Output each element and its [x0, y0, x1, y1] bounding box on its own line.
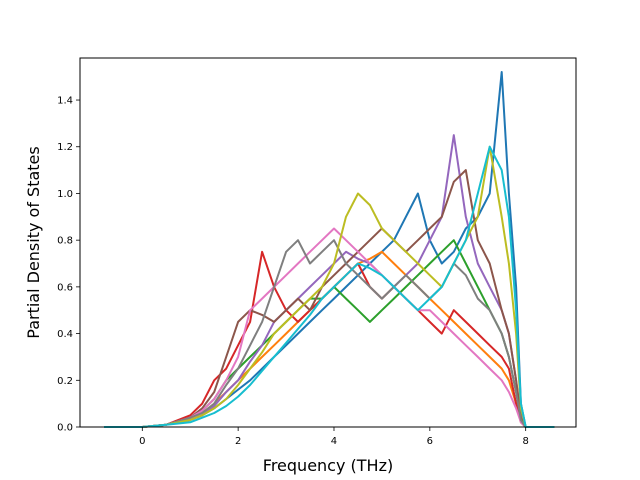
series-line-7 [104, 227, 555, 428]
y-tick-label: 1.4 [57, 96, 73, 107]
series-layer [104, 71, 555, 428]
plot-frame [79, 57, 577, 428]
series-line-5 [104, 134, 555, 428]
y-tick-label: 0.4 [57, 329, 73, 340]
x-axis-ticks: 0 2 4 6 8 [139, 427, 529, 447]
y-tick-label: 0.8 [57, 236, 73, 247]
y-tick-label: 0.2 [57, 376, 73, 387]
x-tick-label: 0 [139, 436, 145, 447]
y-tick-label: 1.0 [57, 189, 73, 200]
x-tick-label: 6 [427, 436, 433, 447]
y-tick-label: 1.2 [57, 142, 73, 153]
series-line-8 [104, 239, 555, 428]
x-tick-label: 4 [331, 436, 337, 447]
y-tick-label: 0.0 [57, 423, 73, 434]
series-line-10 [104, 145, 555, 428]
y-axis-label: Partial Density of States [24, 146, 43, 338]
y-axis-ticks: 0.0 0.2 0.4 0.6 0.8 1.0 1.2 1.4 [57, 96, 80, 434]
series-line-9 [104, 145, 555, 428]
x-tick-label: 2 [235, 436, 241, 447]
x-tick-label: 8 [522, 436, 528, 447]
y-tick-label: 0.6 [57, 282, 73, 293]
x-axis-label: Frequency (THz) [263, 456, 393, 475]
